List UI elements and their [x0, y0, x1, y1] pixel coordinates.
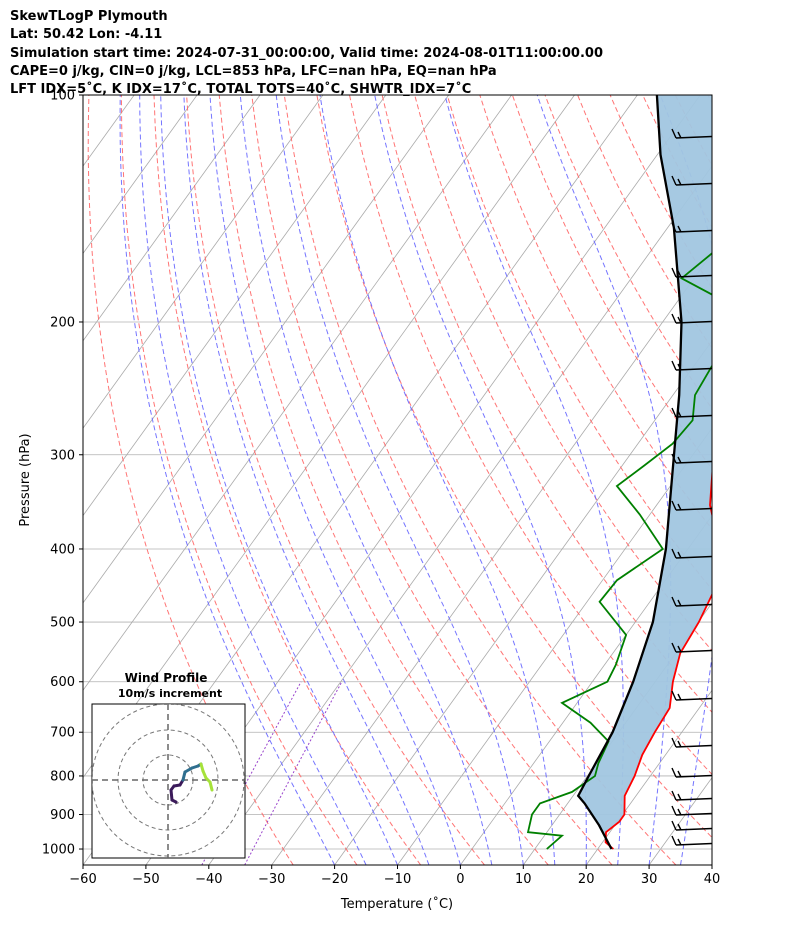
moist-adiabat [139, 95, 367, 865]
isotherm-line [711, 864, 712, 865]
isotherm-line [83, 95, 512, 691]
isotherm-line [83, 95, 261, 342]
isotherm-line [208, 165, 712, 865]
dry-adiabat [251, 95, 613, 865]
x-tick-label: −60 [69, 872, 96, 887]
wind-barb [671, 313, 713, 324]
y-tick-label: 400 [50, 542, 75, 557]
x-tick-label: −40 [195, 872, 222, 887]
x-tick-label: 0 [456, 872, 464, 887]
wind-barb [671, 596, 713, 607]
y-tick-label: 1000 [42, 843, 75, 858]
hodograph-segment [169, 788, 174, 802]
dry-adiabat [741, 95, 794, 865]
dry-adiabat [316, 95, 712, 839]
x-tick-label: −10 [384, 872, 411, 887]
y-tick-label: 300 [50, 448, 75, 463]
wind-barb [671, 128, 713, 139]
wind-barb [671, 805, 713, 816]
wind-barb [671, 453, 713, 464]
x-tick-label: 20 [578, 872, 595, 887]
dry-adiabat [218, 95, 549, 865]
wind-barb [671, 790, 713, 801]
wind-barb [671, 175, 713, 186]
moist-adiabat [160, 95, 398, 865]
wind-barb [671, 407, 713, 418]
dry-adiabat [349, 95, 712, 776]
isotherm-line [0, 95, 71, 865]
wind-barb [671, 360, 713, 371]
dry-adiabat [381, 95, 712, 713]
y-tick-label: 700 [50, 726, 75, 741]
wind-barb [671, 835, 713, 846]
moist-adiabat [275, 95, 524, 865]
wind-barb [671, 820, 713, 831]
x-tick-label: 30 [641, 872, 658, 887]
isotherm-line [271, 252, 712, 865]
index-values-label: LFT IDX=5˚C, K IDX=17˚C, TOTAL TOTS=40˚C… [10, 82, 472, 98]
wind-profile-subtitle: 10m/s increment [118, 687, 222, 700]
simulation-time-label: Simulation start time: 2024-07-31_00:00:… [10, 45, 603, 61]
moist-adiabat [711, 862, 712, 865]
moist-adiabat [119, 95, 336, 865]
x-axis-label: Temperature (˚C) [340, 896, 453, 912]
isotherm-line [83, 95, 324, 429]
wind-barb [671, 548, 713, 559]
dry-adiabat [186, 95, 485, 865]
wind-barb [671, 267, 713, 278]
isotherm-line [585, 689, 712, 865]
y-tick-label: 200 [50, 315, 75, 330]
y-tick-label: 900 [50, 808, 75, 823]
dry-adiabat [153, 95, 422, 865]
x-tick-label: 10 [515, 872, 532, 887]
parcel-line [576, 95, 683, 850]
y-tick-label: 800 [50, 769, 75, 784]
moist-adiabat [209, 95, 461, 865]
isotherm-line [83, 95, 198, 255]
dry-adiabat [479, 95, 712, 530]
hodograph-segment [208, 780, 214, 792]
chart-header: SkewTLogP Plymouth Lat: 50.42 Lon: -4.11… [10, 8, 603, 99]
wind-barb [671, 222, 713, 233]
isotherm-line [522, 602, 712, 865]
location-label: Lat: 50.42 Lon: -4.11 [10, 27, 163, 43]
dry-adiabat [87, 95, 294, 865]
isotherm-line [397, 427, 712, 865]
wind-barb [671, 642, 713, 653]
isotherm-line [0, 95, 8, 865]
y-tick-label: 500 [50, 616, 75, 631]
dry-adiabat [283, 95, 677, 865]
y-tick-label: 100 [50, 89, 75, 104]
dry-adiabat [446, 95, 712, 591]
dry-adiabat [120, 95, 358, 865]
y-tick-label: 600 [50, 675, 75, 690]
moist-adiabat [444, 95, 624, 865]
wind-barb [671, 767, 713, 778]
dry-adiabat [511, 95, 712, 470]
wind-profile-title: Wind Profile [125, 671, 208, 685]
wind-barb [671, 690, 713, 701]
moist-adiabat [183, 95, 430, 865]
dewpoint-line [526, 252, 712, 850]
wind-barb [671, 500, 713, 511]
x-tick-label: −20 [321, 872, 348, 887]
mixing-ratio-line [244, 681, 343, 865]
dry-adiabat [707, 95, 712, 104]
chart-title: SkewTLogP Plymouth [10, 9, 168, 24]
moist-adiabat [319, 95, 556, 865]
temperature-line [604, 464, 712, 850]
x-tick-label: −30 [258, 872, 285, 887]
x-tick-label: −50 [132, 872, 159, 887]
isotherm-line [334, 340, 712, 865]
isotherm-line [83, 95, 387, 517]
isotherm-line [83, 95, 450, 604]
isotherm-line [460, 514, 712, 865]
wind-barb [671, 737, 713, 748]
x-tick-label: 40 [704, 872, 721, 887]
y-axis-label: Pressure (hPa) [18, 433, 33, 526]
stability-indices-label: CAPE=0 j/kg, CIN=0 j/kg, LCL=853 hPa, LF… [10, 63, 497, 79]
moist-adiabat [239, 95, 493, 865]
